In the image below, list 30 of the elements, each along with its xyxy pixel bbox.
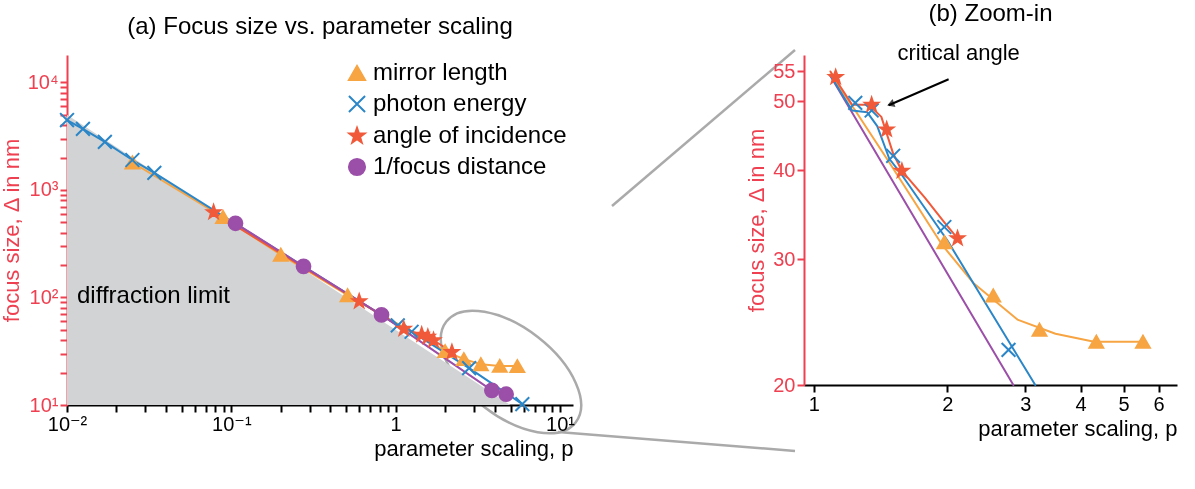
series-label: diffraction limit [77, 280, 231, 308]
legend-label: photon energy [373, 89, 527, 116]
y-tick-label: 30 [773, 247, 796, 270]
y-tick-label: 10⁴ [27, 70, 59, 93]
y-axis-title: focus size, Δ in nm [744, 128, 770, 313]
y-tick-label: 10³ [29, 178, 59, 201]
chart-title: (a) Focus size vs. parameter scaling [127, 12, 513, 39]
x-tick-label: 1 [808, 392, 820, 415]
y-tick-label: 40 [773, 158, 796, 181]
x-tick-label: 3 [1020, 392, 1032, 415]
y-tick-label: 50 [773, 89, 796, 112]
x-tick-label: 2 [942, 392, 954, 415]
y-tick-label: 10² [29, 285, 59, 308]
x-tick-label: 1 [390, 412, 402, 435]
y-tick-label: 20 [773, 373, 796, 396]
legend-label: 1/focus distance [373, 152, 547, 179]
legend-label: angle of incidence [373, 121, 567, 148]
x-tick-label: 10¹ [546, 412, 576, 435]
x-tick-label: 10⁻² [47, 412, 88, 435]
annotation: critical angle [897, 40, 1020, 66]
x-tick-label: 5 [1118, 392, 1130, 415]
y-tick-label: 55 [773, 59, 796, 82]
y-axis-title: focus size, Δ in nm [0, 138, 24, 323]
chart-title: (b) Zoom-in [928, 0, 1053, 27]
x-axis-title: parameter scaling, p [374, 435, 574, 461]
x-tick-label: 6 [1153, 392, 1165, 415]
x-axis-title: parameter scaling, p [978, 415, 1178, 441]
x-tick-label: 10⁻¹ [212, 412, 252, 435]
x-tick-label: 4 [1075, 392, 1087, 415]
legend-label: mirror length [373, 58, 508, 85]
